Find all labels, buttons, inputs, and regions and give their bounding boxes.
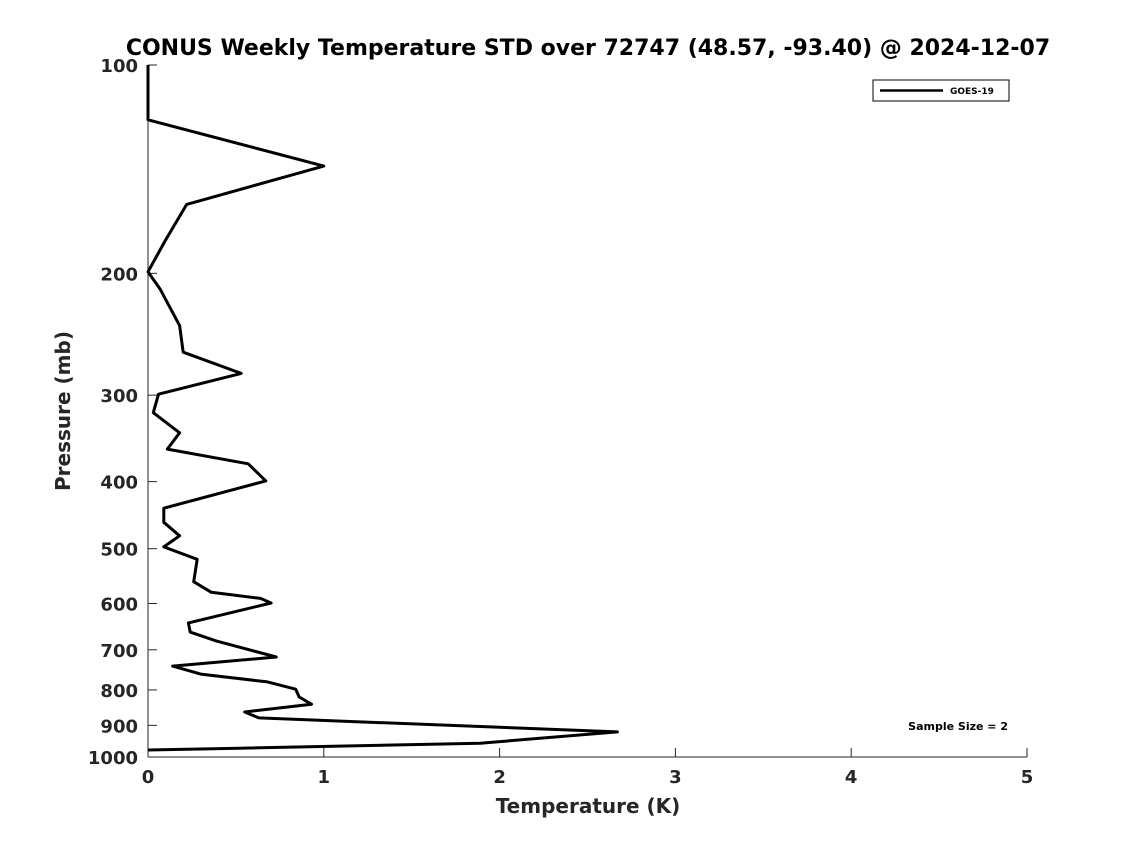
y-tick-label: 900 xyxy=(100,716,138,737)
y-tick-label: 1000 xyxy=(88,748,138,769)
x-tick-label: 2 xyxy=(493,767,506,788)
x-tick-label: 3 xyxy=(669,767,682,788)
sample-size-annotation: Sample Size = 2 xyxy=(908,720,1008,733)
y-tick-label: 500 xyxy=(100,540,138,561)
y-tick-label: 600 xyxy=(100,594,138,615)
x-tick-label: 5 xyxy=(1021,767,1034,788)
x-tick-label: 1 xyxy=(318,767,331,788)
legend: GOES-19 xyxy=(872,79,1010,102)
x-axis-label: Temperature (K) xyxy=(496,794,681,818)
y-axis-label: Pressure (mb) xyxy=(51,331,75,491)
legend-label-goes-19: GOES-19 xyxy=(950,87,994,97)
x-tick-label: 4 xyxy=(845,767,858,788)
series-layer xyxy=(146,65,619,752)
series-line-goes-19 xyxy=(146,65,619,752)
y-tick-label: 300 xyxy=(100,386,138,407)
y-tick-label: 700 xyxy=(100,641,138,662)
y-tick-label: 800 xyxy=(100,681,138,702)
chart-title: CONUS Weekly Temperature STD over 72747 … xyxy=(126,36,1050,61)
x-tick-label: 0 xyxy=(142,767,155,788)
axes: 0 1 2 3 4 5 100 200 300 400 500 600 700 800 900 1000 xyxy=(88,56,1033,788)
y-tick-label: 200 xyxy=(100,264,138,285)
y-tick-label: 400 xyxy=(100,473,138,494)
y-tick-label: 100 xyxy=(100,56,138,77)
